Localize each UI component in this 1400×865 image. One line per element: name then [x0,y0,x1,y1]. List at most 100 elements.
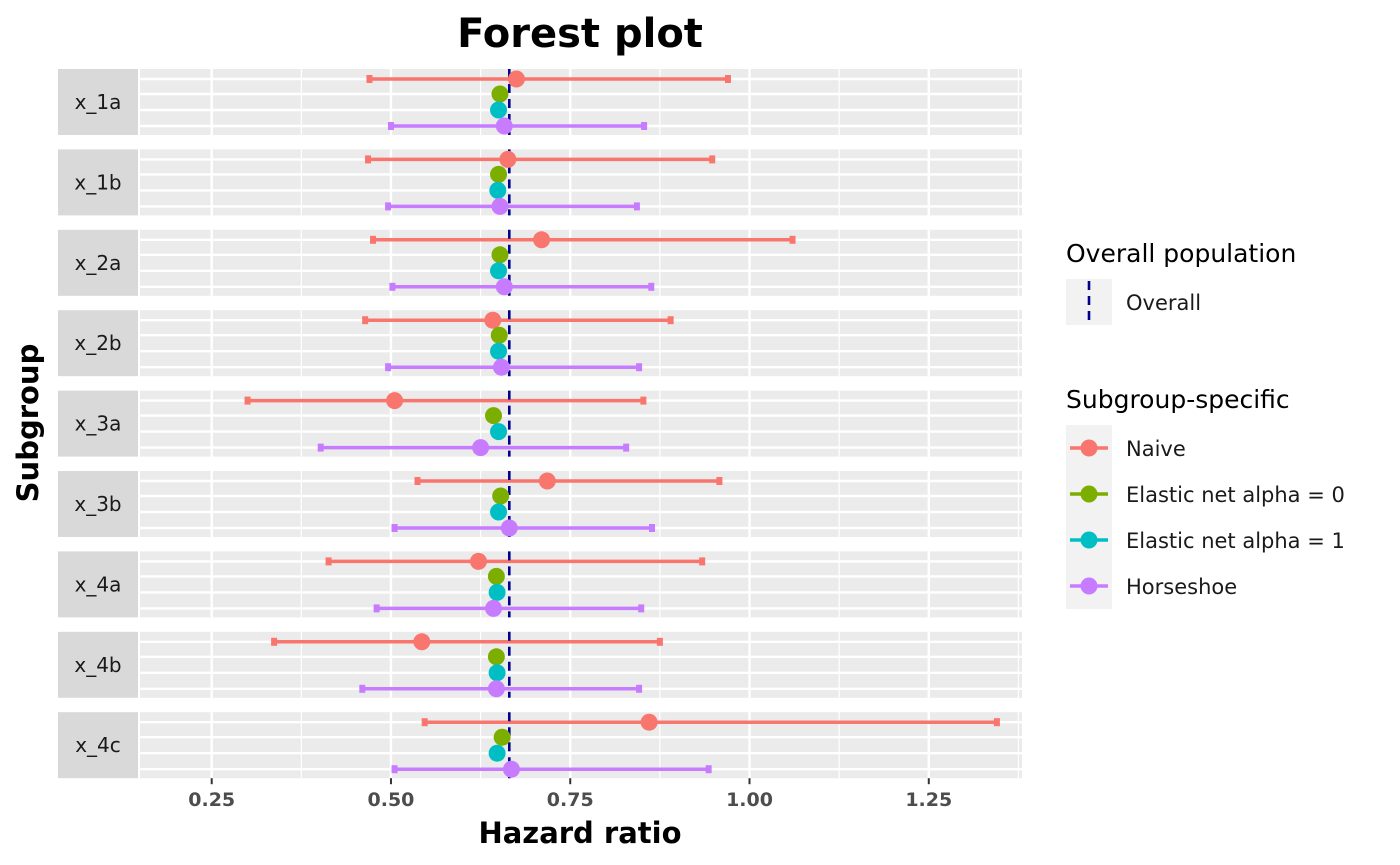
legend-series-point [1080,577,1098,595]
strip-label: x_1b [74,170,121,194]
ci-cap [640,396,647,405]
subgroup-panel: x_4a [58,551,1022,618]
point-estimate [469,552,487,570]
point-estimate [490,165,508,183]
strip-background [58,631,138,698]
point-estimate [484,311,502,329]
y-axis-title: Subgroup [11,344,45,503]
point-estimate [495,278,513,296]
legend-series-entry: Elastic net alpha = 1 [1066,517,1345,563]
ci-cap [648,282,655,291]
subgroup-panel: x_2a [58,229,1022,296]
point-estimate [491,197,509,215]
point-estimate [489,181,507,199]
ci-cap [365,155,372,164]
legend-series-entry: Elastic net alpha = 0 [1066,471,1345,517]
legend-series-point [1080,485,1098,503]
strip-label: x_2a [75,251,122,275]
legend-series-entries: Naive Elastic net alpha = 0 Elastic net al… [1066,425,1345,609]
strip-background [58,229,138,296]
ci-cap [636,684,643,693]
legend-series-point [1080,439,1098,457]
ci-cap [667,316,674,325]
ci-cap [705,765,712,774]
point-estimate [487,680,505,698]
ci-cap [725,75,731,83]
ci-cap [387,122,394,130]
point-estimate [487,567,505,585]
point-estimate [490,423,508,441]
ci-cap [391,765,398,774]
ci-cap [993,718,1000,727]
x-tick-label: 0.75 [547,789,594,811]
ci-cap [789,235,796,244]
strip-background [58,149,138,216]
ci-cap [638,604,645,613]
point-estimate [490,262,508,280]
point-estimate [499,150,517,168]
ci-cap [414,477,421,485]
x-axis: 0.25 0.50 0.75 1.00 1.25 [188,778,952,811]
point-estimate [472,439,490,457]
ci-cap [244,396,251,405]
subgroup-panel: x_4b [58,631,1022,698]
point-estimate [502,760,520,778]
ci-cap [641,122,648,130]
strip-background [58,712,138,779]
legend-overall-entry [1066,279,1112,325]
ci-cap [648,524,655,532]
point-estimate [490,101,508,119]
point-estimate [488,744,506,762]
ci-cap [636,363,643,372]
point-estimate [492,358,510,376]
x-tick-label: 0.25 [188,789,235,811]
point-estimate [492,487,510,505]
ci-cap [362,316,369,325]
ci-cap [633,202,640,211]
ci-cap [359,684,366,693]
point-estimate [485,599,503,617]
legend: Overall population Overall Subgroup-spec… [1066,239,1345,609]
point-estimate [640,713,658,731]
x-tick-label: 0.50 [368,789,415,811]
legend-series-entry: Naive [1066,425,1186,471]
subgroup-panel: x_3b [58,471,1022,537]
strip-background [58,551,138,618]
point-estimate [487,648,505,666]
subgroup-panel: x_3a [58,390,1022,457]
point-estimate [488,664,506,682]
chart-title: Forest plot [457,11,703,57]
subgroup-panel: x_1b [58,149,1022,216]
legend-overall-label: Overall [1126,291,1201,315]
strip-label: x_1a [75,90,122,114]
strip-background [58,471,138,537]
ci-cap [385,363,392,372]
strip-label: x_4a [75,572,122,596]
ci-cap [623,443,630,452]
subgroup-panels: x_1a x_1b x_2a x_2b x_3a x_3b x_4a x_4b x_4c [58,69,1022,779]
x-tick-label: 1.25 [905,789,952,811]
strip-label: x_2b [74,331,121,355]
point-estimate [386,392,404,410]
ci-cap [656,637,663,646]
ci-cap [421,718,428,727]
ci-cap [271,637,278,646]
ci-cap [389,282,396,291]
legend-overall-title: Overall population [1066,239,1296,268]
subgroup-panel: x_4c [58,712,1022,779]
legend-subgroup-title: Subgroup-specific [1066,385,1290,414]
point-estimate [495,117,513,135]
point-estimate [485,407,503,425]
ci-cap [699,557,706,566]
legend-series-entry: Horseshoe [1066,563,1237,609]
ci-cap [373,604,380,613]
x-tick-label: 1.00 [726,789,773,811]
point-estimate [490,342,508,360]
subgroup-panel: x_2b [58,310,1022,377]
legend-series-label: Elastic net alpha = 1 [1126,529,1345,553]
point-estimate [507,70,525,88]
strip-background [58,310,138,377]
point-estimate [493,728,511,746]
point-estimate [490,326,508,344]
